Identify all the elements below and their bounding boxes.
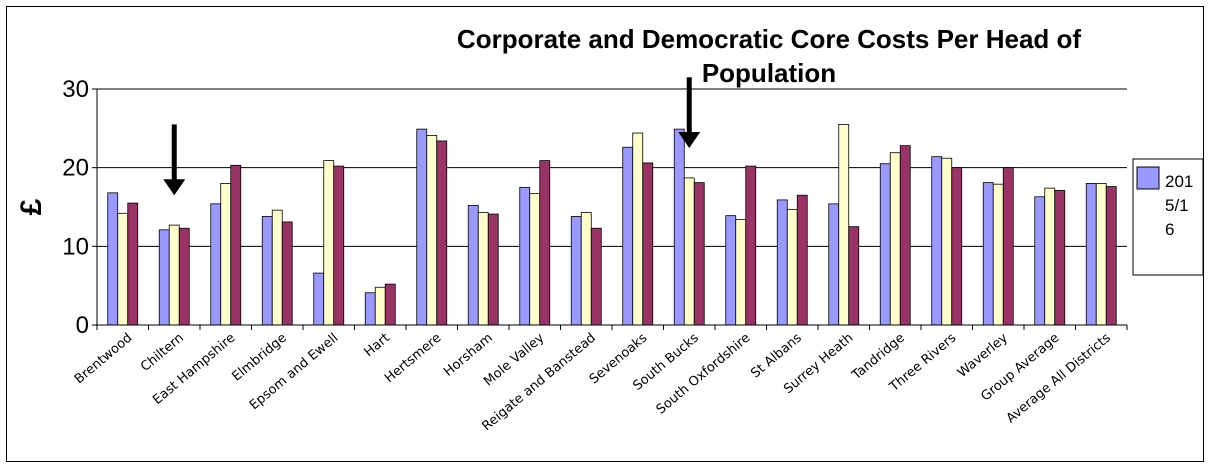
legend-label-line-2: 5/1 <box>1165 196 1189 215</box>
annotation-arrows <box>163 77 701 196</box>
bar <box>776 199 788 326</box>
bar <box>1054 190 1066 326</box>
bar <box>951 167 963 326</box>
bar <box>828 203 840 326</box>
bar <box>899 145 911 326</box>
bar <box>529 193 541 326</box>
bar <box>210 203 222 326</box>
bar <box>313 272 325 326</box>
bar <box>941 157 953 326</box>
bars <box>107 124 1117 326</box>
bar <box>487 213 499 326</box>
y-tick-labels: 0 10 20 30 <box>62 76 89 339</box>
bar <box>426 135 438 326</box>
bar <box>1044 187 1056 326</box>
x-tick-label: Hertsmere <box>382 331 444 387</box>
x-tick-label: South Oxfordshire <box>654 331 754 418</box>
bar <box>374 286 386 326</box>
bar <box>178 227 190 326</box>
bar <box>1105 186 1117 326</box>
y-tick-label: 10 <box>62 233 89 260</box>
bar <box>416 128 428 326</box>
legend-label-line-1: 201 <box>1165 172 1193 191</box>
chart-frame: 0 10 20 30 Brentwood Chiltern East Hampshire E… <box>6 6 1204 462</box>
y-axis-label: £ <box>15 198 48 215</box>
bar <box>333 165 345 326</box>
bar <box>622 146 634 326</box>
legend: 201 5/1 6 <box>1132 158 1204 276</box>
bar <box>931 156 943 326</box>
bar <box>220 182 232 326</box>
bar <box>580 212 592 326</box>
x-tick-label: Hart <box>362 331 393 361</box>
x-tick-label: Epsom and Ewell <box>247 331 341 414</box>
bar <box>725 215 737 326</box>
bar <box>745 165 757 326</box>
bar <box>323 160 335 326</box>
chart-title-line-2: Population <box>702 58 836 88</box>
bar <box>683 177 695 326</box>
bar <box>467 205 479 326</box>
bar <box>230 164 242 326</box>
bar <box>786 208 798 326</box>
bar <box>539 160 551 326</box>
chart-title-line-1: Corporate and Democratic Core Costs Per … <box>457 24 1081 54</box>
legend-label-line-3: 6 <box>1165 220 1174 239</box>
axes <box>92 88 1128 330</box>
bar <box>1034 196 1046 326</box>
bar <box>693 182 705 326</box>
bar <box>1085 182 1097 326</box>
bar <box>1095 182 1107 326</box>
bar <box>1002 167 1014 326</box>
bar <box>364 292 376 326</box>
bar <box>158 229 170 326</box>
bar <box>107 192 119 326</box>
bar <box>838 124 850 326</box>
arrow-head <box>163 179 186 196</box>
bar <box>281 221 293 326</box>
bar <box>519 186 531 326</box>
bar <box>982 182 994 326</box>
y-tick-label: 20 <box>62 155 89 182</box>
x-tick-label: Brentwood <box>72 331 135 388</box>
bar <box>879 163 891 326</box>
bar <box>477 212 489 326</box>
bar <box>673 128 685 326</box>
bar <box>848 226 860 326</box>
bar <box>261 216 273 326</box>
bar <box>590 227 602 326</box>
bar <box>642 162 654 326</box>
y-tick-label: 30 <box>62 76 89 103</box>
bar <box>632 132 644 326</box>
bar <box>436 140 448 326</box>
bar <box>117 212 129 326</box>
bar <box>127 202 139 326</box>
arrow-head <box>678 132 701 148</box>
bar <box>570 216 582 326</box>
bar <box>889 152 901 326</box>
bar <box>168 224 180 326</box>
gridlines <box>97 88 1127 247</box>
bar <box>796 194 808 326</box>
bar <box>384 283 396 326</box>
bar <box>992 183 1004 326</box>
bar <box>271 209 283 326</box>
y-tick-label: 0 <box>76 312 89 339</box>
bar <box>735 219 747 326</box>
legend-swatch <box>1136 166 1160 190</box>
x-tick-label: Chiltern <box>138 331 187 375</box>
